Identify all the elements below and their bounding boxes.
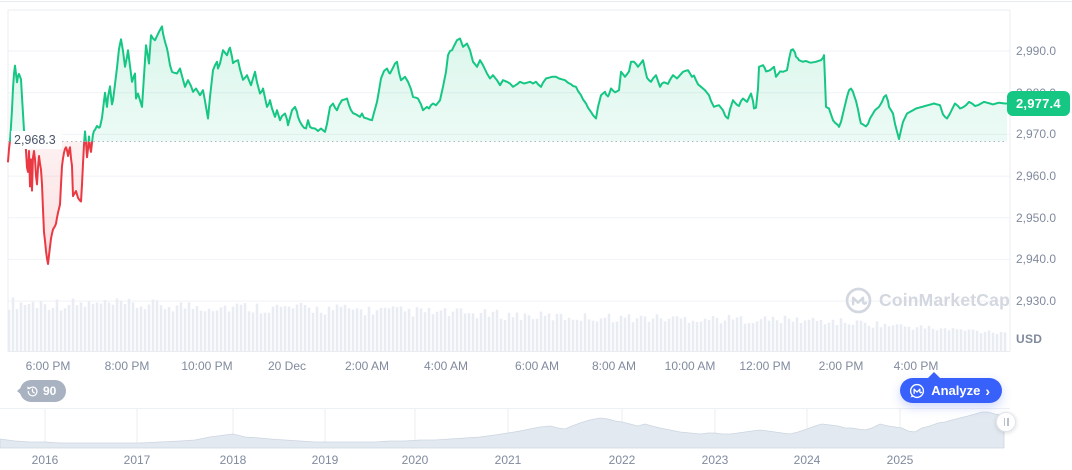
navigator-year-label: 2022: [608, 453, 636, 467]
navigator-year-label: 2017: [123, 453, 151, 467]
navigator-year-label: 2021: [494, 453, 522, 467]
countdown-value: 90: [43, 384, 57, 398]
y-axis-label: 2,970.0: [1016, 127, 1057, 142]
navigator-year-label: 2023: [701, 453, 729, 467]
price-area-positive: [8, 26, 1007, 142]
navigator-year-label: 2018: [219, 453, 247, 467]
range-navigator[interactable]: 2016 2017 2018 2019 2020 2021 2022 2023 2024 2025: [0, 408, 1072, 470]
navigator-year-label: 2024: [793, 453, 821, 467]
x-axis-label: 4:00 AM: [423, 359, 469, 373]
y-axis-label: 2,950.0: [1016, 210, 1057, 225]
y-axis-label: 2,930.0: [1016, 294, 1057, 309]
navigator-plot[interactable]: [0, 408, 1072, 470]
x-axis-label: 6:00 PM: [25, 359, 71, 373]
x-axis-label: 4:00 PM: [893, 359, 939, 373]
coinmarketcap-bubble-icon: [910, 383, 925, 398]
x-axis-label: 6:00 AM: [514, 359, 560, 373]
navigator-year-label: 2016: [31, 453, 59, 467]
countdown-badge: 90: [20, 380, 67, 402]
y-axis-label: 2,940.0: [1016, 252, 1057, 267]
x-axis-label: 10:00 PM: [181, 359, 233, 373]
x-axis-label: 8:00 AM: [591, 359, 637, 373]
navigator-year-label: 2025: [886, 453, 914, 467]
navigator-year-label: 2020: [401, 453, 429, 467]
currency-unit-label: USD: [1016, 332, 1043, 346]
x-axis-label: 20 Dec: [267, 359, 307, 373]
open-price-label: 2,968.3: [11, 131, 62, 150]
x-axis-label: 8:00 PM: [104, 359, 150, 373]
plot-frame: [7, 9, 1011, 352]
x-axis-label: 10:00 AM: [664, 359, 716, 373]
y-axis-label: 2,990.0: [1016, 44, 1057, 58]
volume-bars: [7, 297, 1007, 351]
y-axis-label: 2,960.0: [1016, 169, 1057, 184]
price-chart-plot[interactable]: [0, 0, 1072, 352]
analyze-label: Analyze: [931, 383, 981, 398]
price-line-positive: [8, 25, 1008, 142]
chevron-right-icon: ›: [985, 382, 990, 399]
navigator-year-label: 2019: [311, 453, 339, 467]
history-clock-icon: [27, 385, 38, 396]
x-axis-label: 12:00 PM: [739, 359, 791, 373]
price-line-negative: [7, 141, 94, 265]
last-price-badge: 2,977.4: [1007, 91, 1070, 117]
analyze-button[interactable]: Analyze ›: [900, 372, 1002, 403]
x-axis-label: 2:00 PM: [818, 359, 864, 373]
x-axis-label: 2:00 AM: [344, 359, 390, 373]
navigator-handle[interactable]: [996, 412, 1016, 432]
volume-bar-path: [7, 297, 1007, 351]
navigator-area: [0, 411, 1005, 449]
